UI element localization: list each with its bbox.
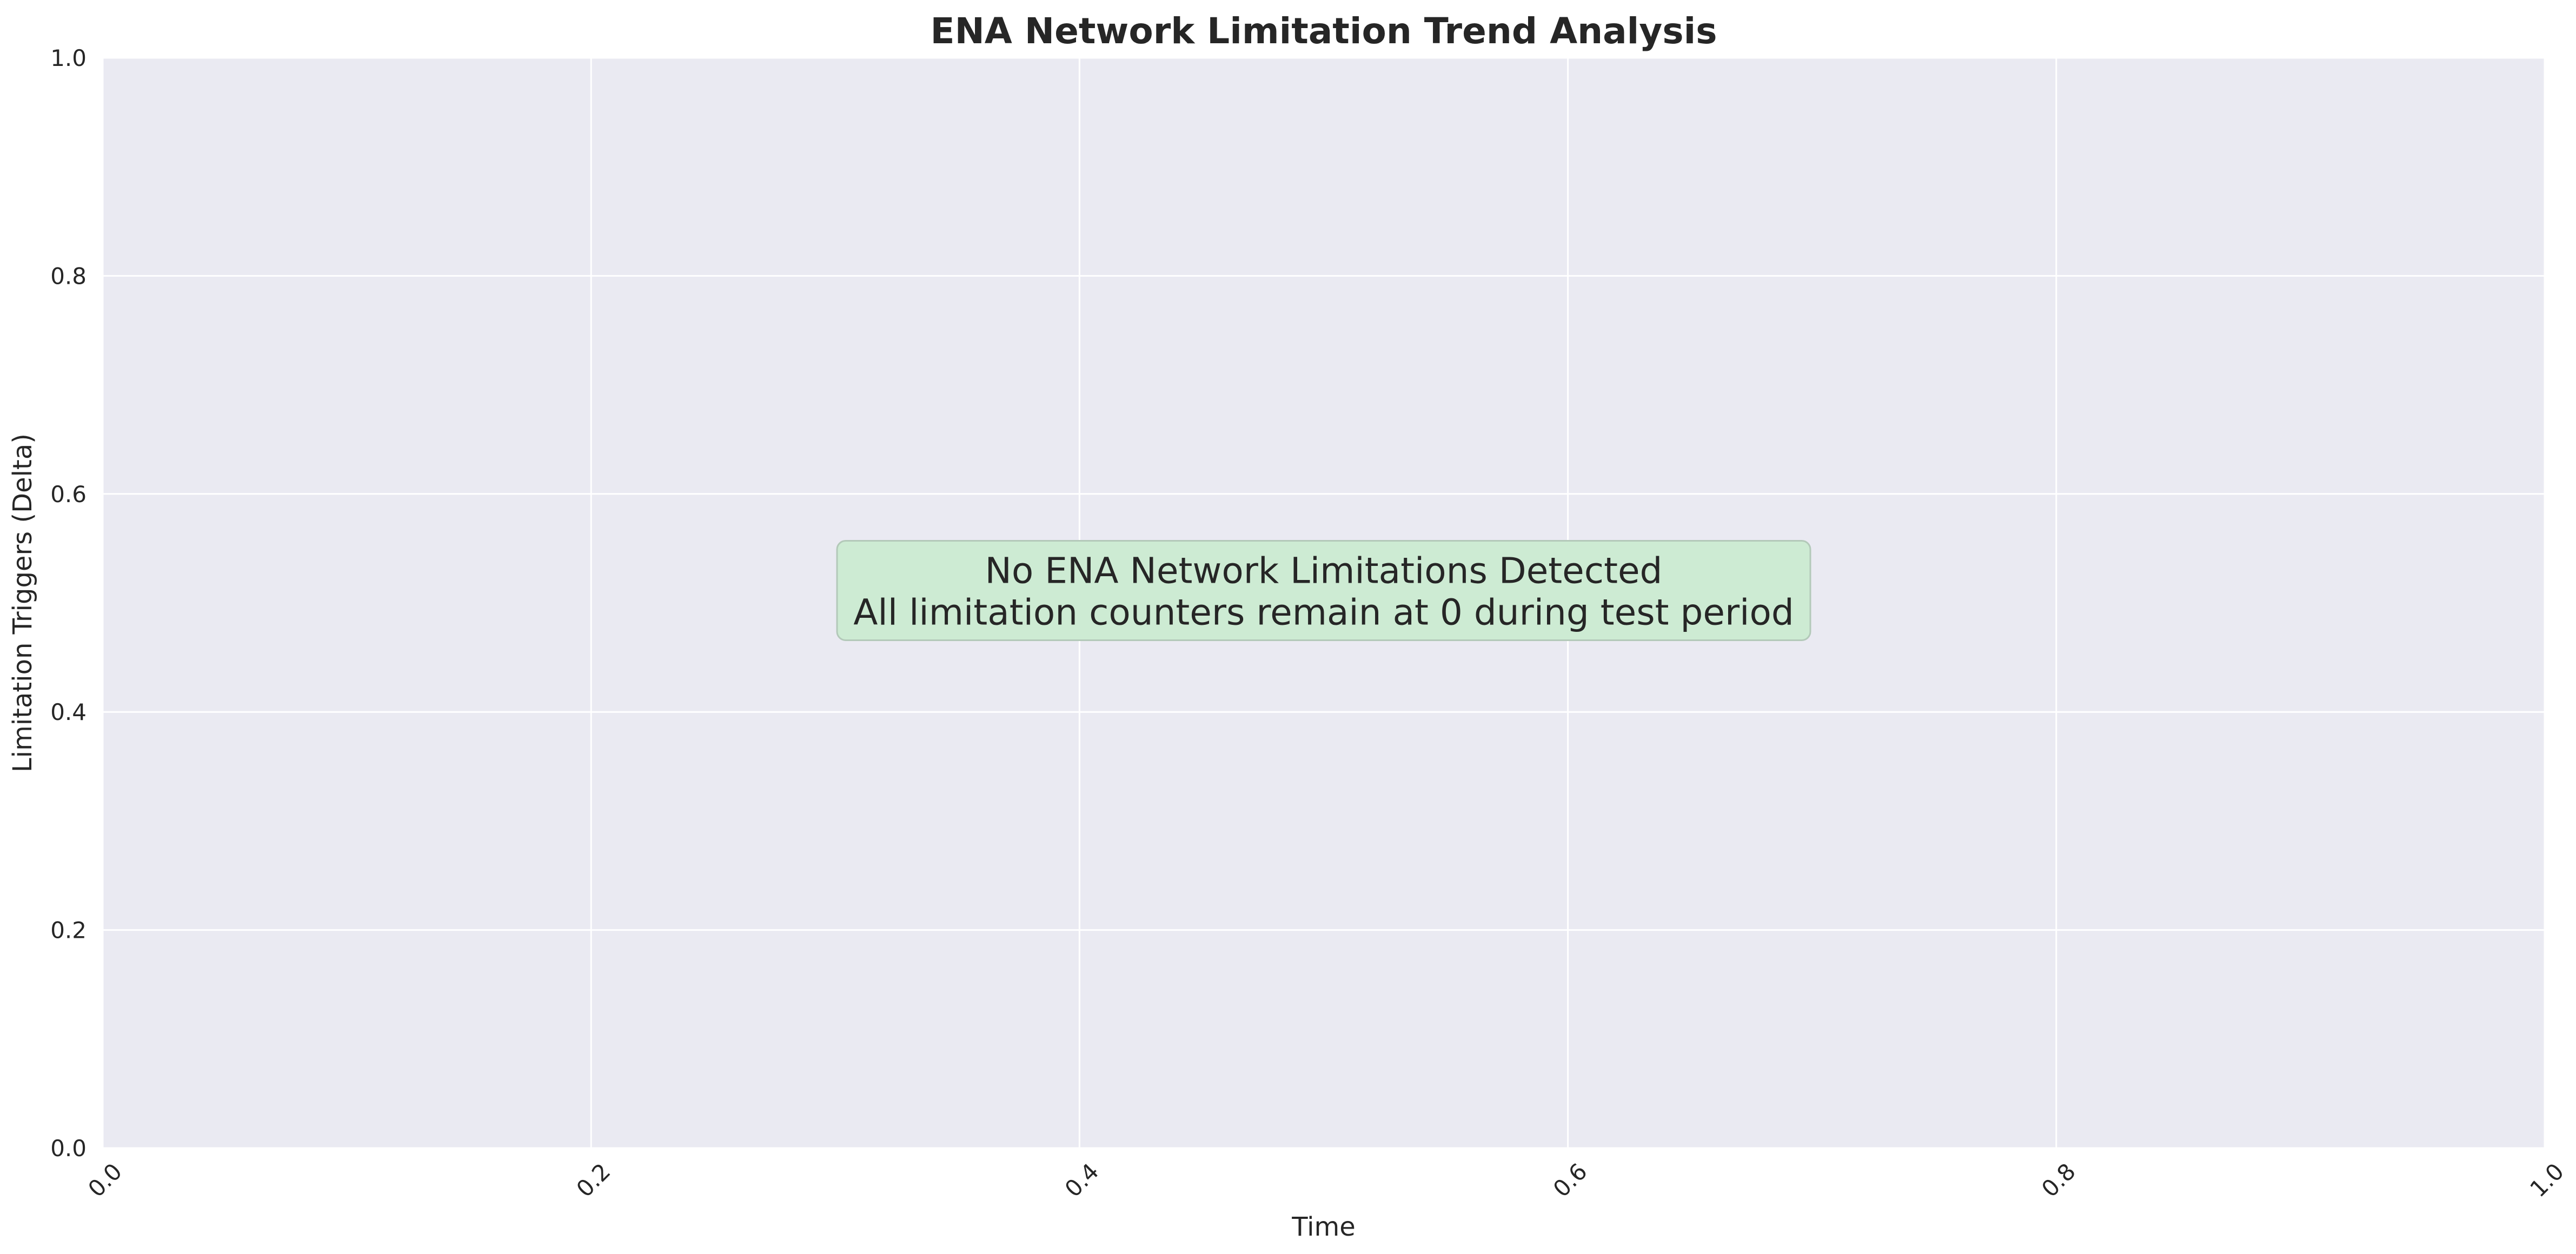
annotation-line-2: All limitation counters remain at 0 duri… (853, 592, 1794, 633)
no-limitations-annotation: No ENA Network Limitations Detected All … (836, 540, 1811, 641)
annotation-line-1: No ENA Network Limitations Detected (985, 550, 1663, 592)
y-tick-label: 0.2 (50, 917, 87, 944)
grid (102, 57, 2546, 1149)
y-axis-label: Limitation Triggers (Delta) (8, 433, 38, 772)
chart-title: ENA Network Limitation Trend Analysis (930, 10, 1717, 52)
y-tick-label: 0.4 (50, 699, 87, 725)
y-tick-label: 1.0 (50, 45, 87, 71)
x-axis-label: Time (1291, 1212, 1355, 1242)
y-tick-label: 0.8 (50, 263, 87, 289)
y-axis-ticks: 0.0 0.2 0.4 0.6 0.8 1.0 (50, 45, 87, 1162)
y-tick-label: 0.6 (50, 481, 87, 508)
y-tick-label: 0.0 (50, 1135, 87, 1162)
annotation-box (836, 540, 1811, 641)
